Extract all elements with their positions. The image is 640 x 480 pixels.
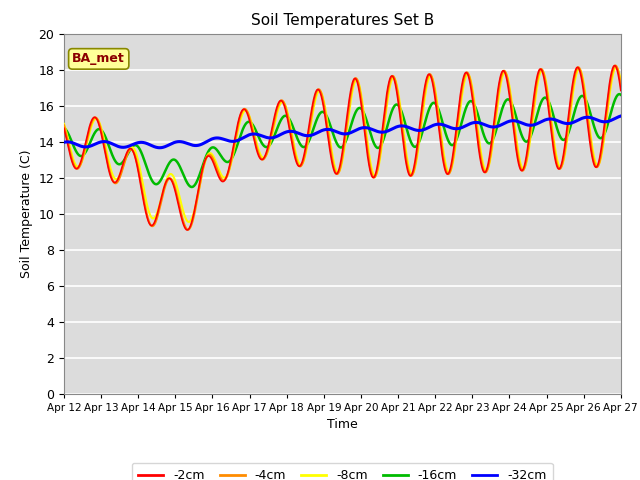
-16cm — [316, 110, 324, 116]
-16cm — [601, 130, 609, 135]
-8cm — [316, 88, 324, 94]
-2cm — [316, 90, 324, 96]
-4cm — [88, 118, 96, 123]
-16cm — [188, 184, 196, 190]
-8cm — [88, 120, 96, 126]
Line: -2cm: -2cm — [64, 66, 621, 230]
Line: -8cm: -8cm — [64, 67, 621, 222]
-2cm — [499, 68, 506, 74]
-8cm — [499, 73, 506, 79]
-4cm — [60, 122, 68, 128]
-16cm — [499, 105, 506, 110]
-16cm — [331, 136, 339, 142]
-2cm — [88, 116, 96, 122]
-16cm — [88, 134, 96, 140]
-2cm — [611, 63, 618, 69]
-2cm — [617, 87, 625, 93]
-16cm — [617, 92, 625, 98]
-16cm — [616, 91, 623, 97]
-8cm — [331, 165, 339, 170]
Line: -32cm: -32cm — [64, 116, 621, 148]
-8cm — [617, 78, 625, 84]
-32cm — [601, 119, 609, 125]
-32cm — [617, 113, 625, 119]
-32cm — [316, 128, 324, 134]
-8cm — [601, 129, 609, 135]
-4cm — [331, 168, 339, 174]
-2cm — [601, 120, 609, 125]
-4cm — [601, 123, 609, 129]
-4cm — [316, 88, 324, 94]
-4cm — [617, 82, 625, 88]
-8cm — [601, 132, 609, 137]
Legend: -2cm, -4cm, -8cm, -16cm, -32cm: -2cm, -4cm, -8cm, -16cm, -32cm — [132, 463, 553, 480]
-32cm — [331, 128, 339, 134]
-32cm — [499, 121, 506, 127]
Text: BA_met: BA_met — [72, 52, 125, 65]
-2cm — [60, 125, 68, 131]
-4cm — [499, 69, 506, 75]
X-axis label: Time: Time — [327, 418, 358, 431]
-32cm — [88, 143, 96, 148]
-4cm — [612, 63, 620, 69]
Title: Soil Temperatures Set B: Soil Temperatures Set B — [251, 13, 434, 28]
-32cm — [60, 139, 68, 145]
-4cm — [601, 126, 609, 132]
-2cm — [331, 170, 339, 176]
Line: -16cm: -16cm — [64, 94, 621, 187]
-8cm — [612, 64, 620, 70]
-4cm — [184, 227, 192, 232]
-32cm — [601, 119, 609, 125]
-16cm — [60, 125, 68, 131]
-8cm — [60, 121, 68, 127]
Line: -4cm: -4cm — [64, 66, 621, 229]
-32cm — [156, 145, 164, 151]
-16cm — [601, 131, 609, 136]
-2cm — [184, 227, 191, 233]
Y-axis label: Soil Temperature (C): Soil Temperature (C) — [20, 149, 33, 278]
-8cm — [185, 219, 193, 225]
-2cm — [601, 117, 609, 123]
